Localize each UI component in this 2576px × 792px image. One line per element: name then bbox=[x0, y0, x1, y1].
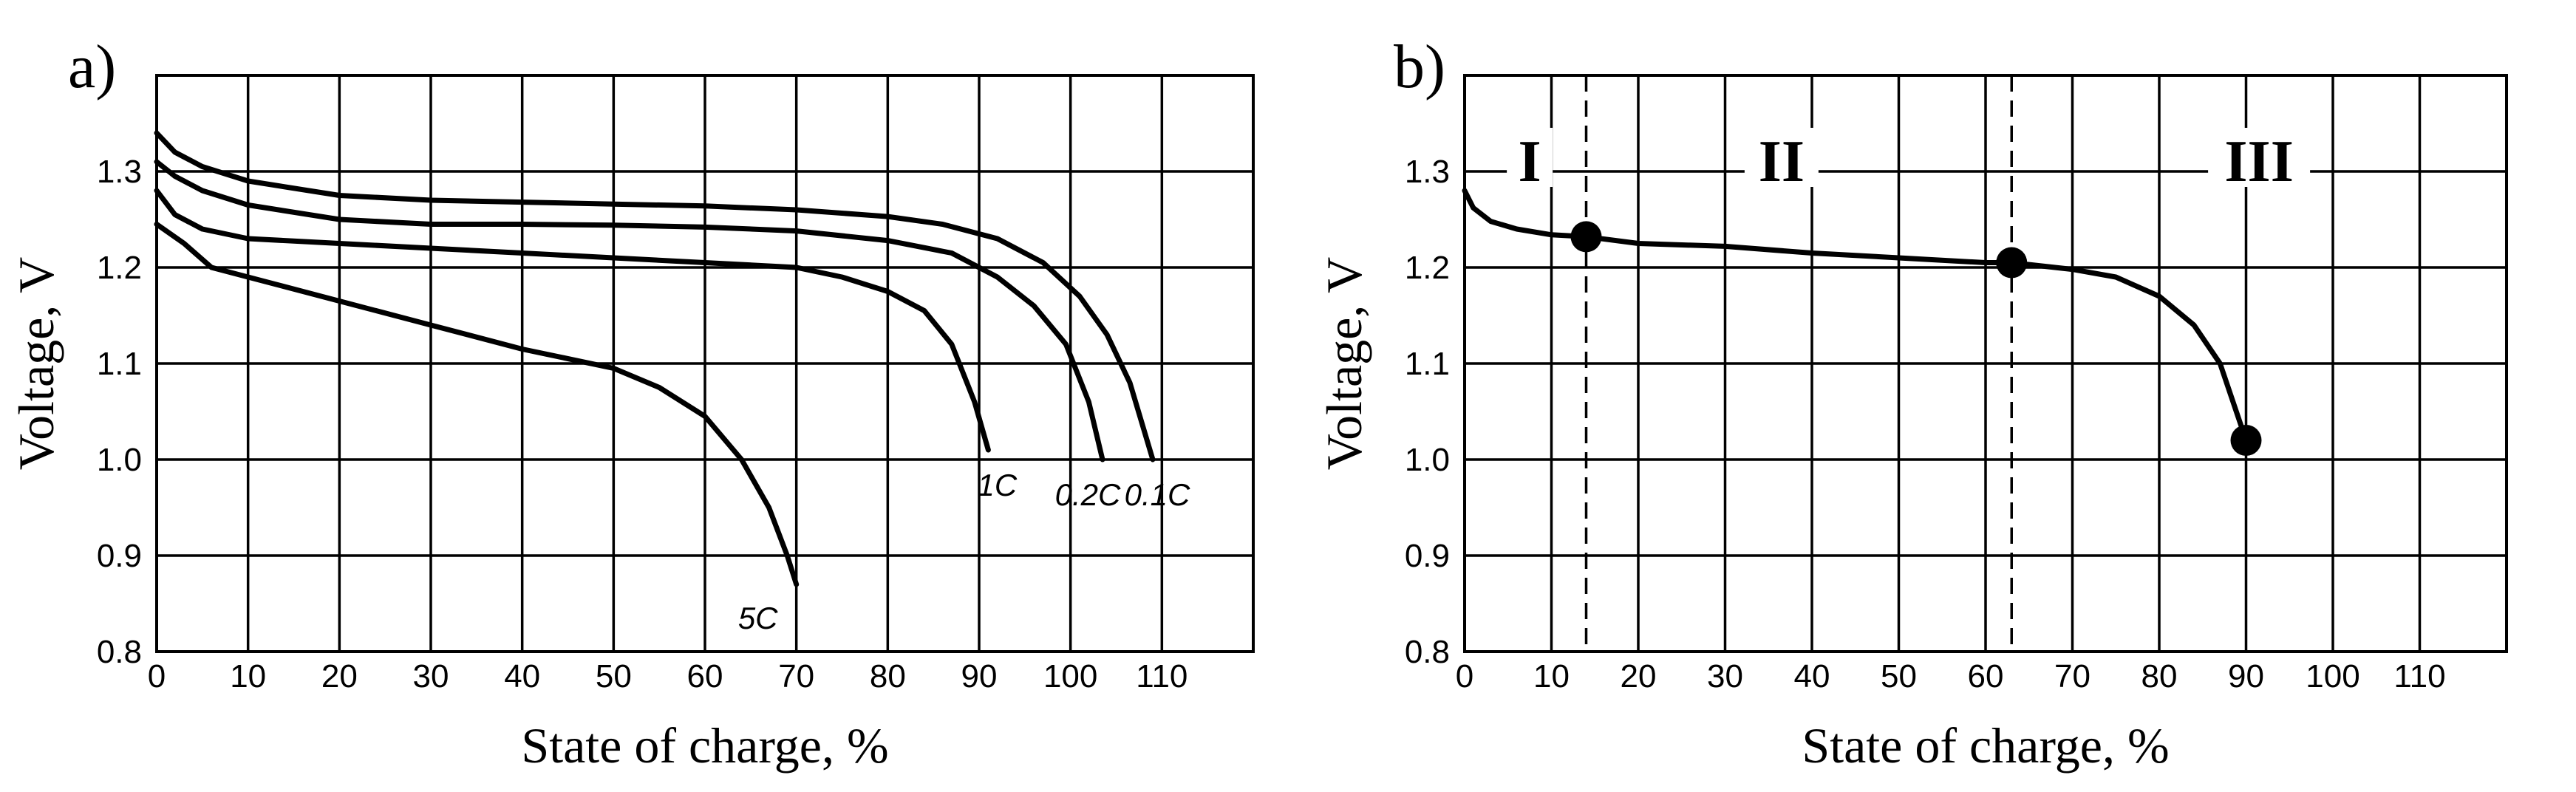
panel-label: a) bbox=[68, 33, 116, 101]
plot-frame bbox=[155, 74, 1255, 653]
x-tick-label: 110 bbox=[1136, 658, 1188, 694]
x-tick-label: 60 bbox=[687, 658, 723, 694]
y-tick-label: 1.1 bbox=[1405, 346, 1450, 382]
data-point-marker bbox=[2230, 425, 2262, 456]
series-line-1C bbox=[154, 188, 991, 453]
x-tick-label: 40 bbox=[504, 658, 540, 694]
x-tick-label: 80 bbox=[870, 658, 906, 694]
x-tick-label: 10 bbox=[1533, 658, 1570, 694]
y-tick-label: 0.9 bbox=[1405, 538, 1450, 574]
x-tick-label: 90 bbox=[961, 658, 998, 694]
y-tick-label: 0.8 bbox=[1405, 634, 1450, 670]
y-tick-label: 1.3 bbox=[1405, 154, 1450, 190]
y-tick-label: 0.9 bbox=[97, 538, 142, 574]
plot-frame bbox=[1463, 74, 2508, 653]
y-tick-label: 1.2 bbox=[1405, 250, 1450, 286]
x-tick-label: 20 bbox=[1621, 658, 1657, 694]
series-label: 0.1C bbox=[1125, 477, 1190, 512]
region-label: II bbox=[1759, 129, 1805, 194]
series-line-5C bbox=[154, 222, 800, 587]
series-line-0.1C bbox=[154, 130, 1156, 462]
region-label-background bbox=[1507, 128, 1553, 187]
x-tick-label: 50 bbox=[1881, 658, 1917, 694]
x-tick-label: 50 bbox=[596, 658, 632, 694]
x-tick-label: 30 bbox=[1707, 658, 1743, 694]
series-label: 0.2C bbox=[1055, 477, 1121, 512]
series-label: 5C bbox=[738, 601, 778, 635]
x-tick-label: 0 bbox=[148, 658, 166, 694]
data-point-marker bbox=[1570, 221, 1602, 253]
x-tick-label: 100 bbox=[2306, 658, 2359, 694]
x-tick-label: 80 bbox=[2141, 658, 2178, 694]
x-tick-label: 110 bbox=[2393, 658, 2445, 694]
y-tick-label: 1.1 bbox=[97, 346, 142, 382]
panel-label: b) bbox=[1394, 33, 1445, 101]
series-line bbox=[1462, 188, 2249, 443]
series-line-0.2C bbox=[154, 159, 1105, 462]
y-axis-label: Voltage, V bbox=[8, 257, 64, 470]
y-tick-label: 1.0 bbox=[1405, 442, 1450, 478]
x-tick-label: 100 bbox=[1043, 658, 1097, 694]
y-axis-label: Voltage, V bbox=[1316, 257, 1372, 470]
x-tick-label: 20 bbox=[321, 658, 358, 694]
region-label-background bbox=[1744, 128, 1819, 187]
y-tick-label: 1.3 bbox=[97, 154, 142, 190]
x-tick-label: 90 bbox=[2228, 658, 2264, 694]
x-tick-label: 30 bbox=[413, 658, 449, 694]
data-point-marker bbox=[1996, 247, 2028, 279]
region-label-background bbox=[2208, 128, 2311, 187]
x-tick-label: 70 bbox=[2054, 658, 2091, 694]
region-label: I bbox=[1519, 129, 1541, 194]
y-tick-label: 1.2 bbox=[97, 250, 142, 286]
x-tick-label: 60 bbox=[1968, 658, 2004, 694]
x-axis-label: State of charge, % bbox=[1802, 717, 2169, 774]
region-label: III bbox=[2224, 129, 2293, 194]
x-tick-label: 40 bbox=[1794, 658, 1830, 694]
x-tick-label: 0 bbox=[1456, 658, 1473, 694]
series-label: 1C bbox=[978, 468, 1018, 502]
chart-panel-a: 0.1C0.2C 1C 5C 0 10 20 30 40 50 60 70 80 90 100 110 0.8… bbox=[8, 33, 1255, 774]
x-axis-label: State of charge, % bbox=[521, 717, 888, 774]
y-tick-label: 0.8 bbox=[97, 634, 142, 670]
x-tick-label: 70 bbox=[778, 658, 814, 694]
x-tick-label: 10 bbox=[230, 658, 266, 694]
y-tick-label: 1.0 bbox=[97, 442, 142, 478]
